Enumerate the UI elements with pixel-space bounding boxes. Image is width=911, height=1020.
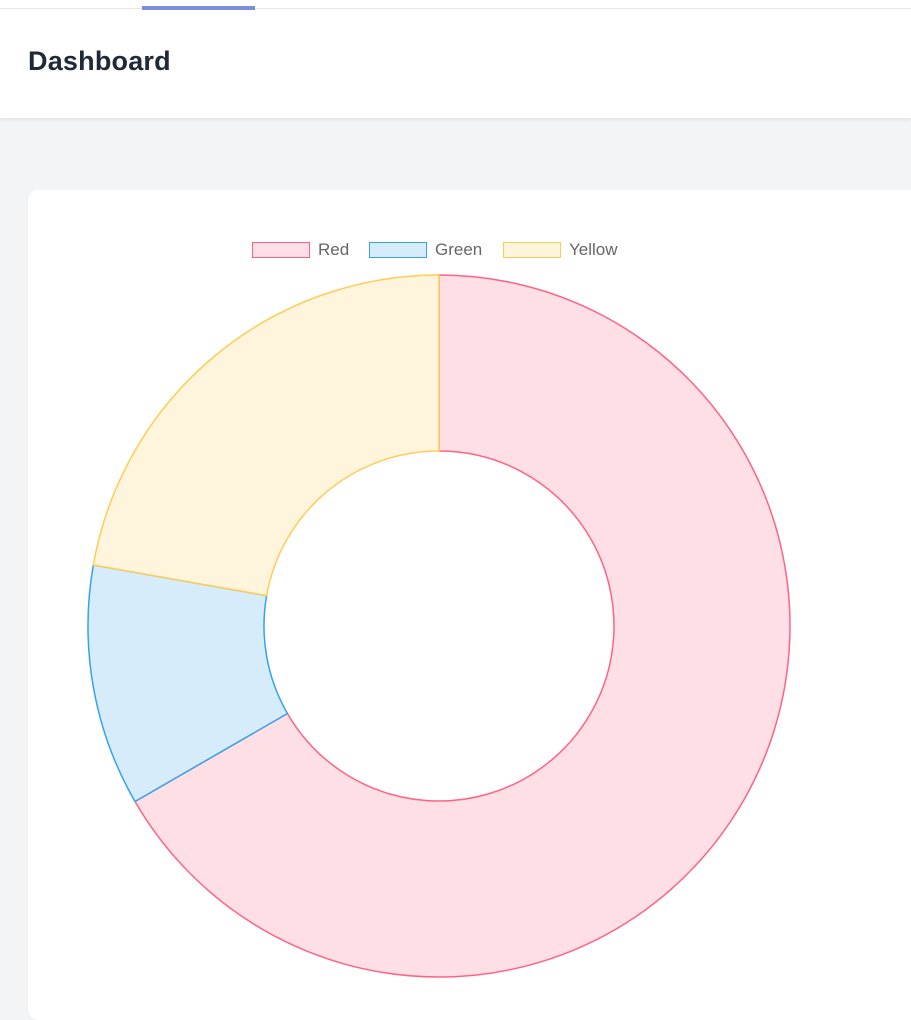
legend-item-yellow[interactable]: Yellow	[503, 238, 618, 262]
active-tab-indicator[interactable]	[142, 6, 255, 10]
legend-swatch-red	[252, 242, 310, 258]
legend-swatch-green	[369, 242, 427, 258]
doughnut-slice-red[interactable]	[133, 274, 791, 978]
doughnut-slice-yellow[interactable]	[92, 274, 440, 597]
legend-label-yellow: Yellow	[569, 240, 618, 259]
legend-item-red[interactable]: Red	[252, 238, 349, 262]
legend-swatch-yellow	[503, 242, 561, 258]
top-nav-strip	[0, 8, 911, 9]
legend-label-green: Green	[435, 240, 483, 259]
legend-label-red: Red	[318, 240, 350, 259]
legend-item-green[interactable]: Green	[369, 238, 482, 262]
doughnut-chart	[87, 274, 791, 978]
chart-legend: Red Green Yellow	[0, 238, 911, 262]
top-header: Dashboard	[0, 0, 911, 119]
page-title: Dashboard	[28, 46, 171, 76]
